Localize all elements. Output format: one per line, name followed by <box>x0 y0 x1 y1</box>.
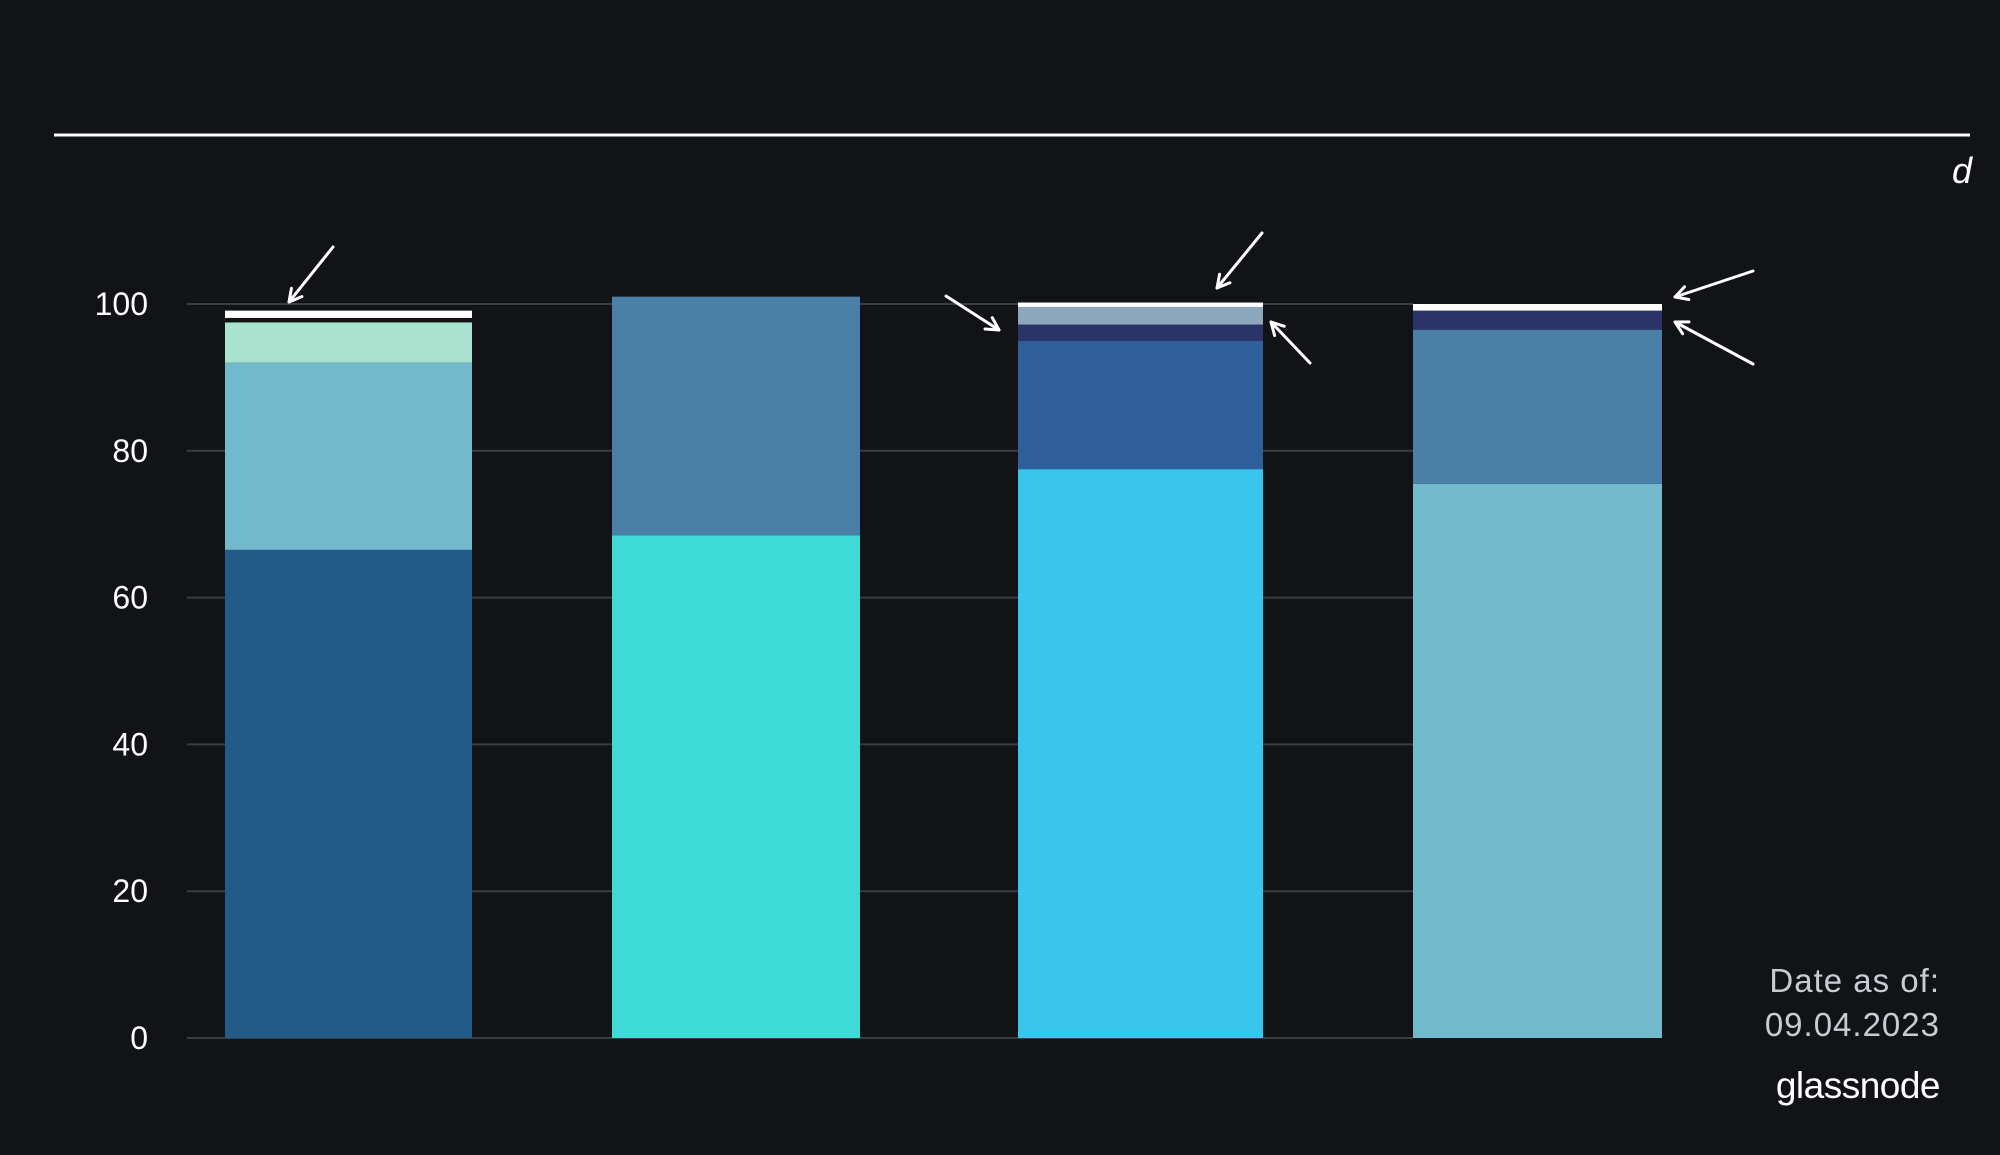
bar-segment <box>1018 302 1263 307</box>
annotation-arrow <box>1269 320 1312 365</box>
bar-segment <box>1018 340 1263 470</box>
y-tick-label: 40 <box>112 726 148 762</box>
bar-segment <box>225 317 472 323</box>
annotation-arrow <box>944 294 1001 332</box>
y-tick-label: 0 <box>130 1020 148 1056</box>
bar-segment <box>225 322 472 363</box>
annotation-arrow <box>1215 231 1264 290</box>
annotation-arrow <box>1673 269 1755 301</box>
bar-2 <box>612 296 860 1038</box>
bar-3 <box>1018 302 1263 1038</box>
bar-segment <box>1413 310 1662 330</box>
y-tick-label: 20 <box>112 873 148 909</box>
bar-4 <box>1413 304 1662 1039</box>
bar-segment <box>612 535 860 1038</box>
bar-segment <box>1018 306 1263 325</box>
bar-segment <box>612 296 860 536</box>
brand-logo: glassnode <box>1775 1065 1941 1106</box>
corner-label: d <box>1952 150 1973 191</box>
y-axis: 0 20 40 60 80 100 <box>95 286 148 1056</box>
bar-segment <box>1413 329 1662 484</box>
date-value: 09.04.2023 <box>1764 1006 1940 1043</box>
annotation-arrows <box>287 231 1755 366</box>
date-label: Date as of: <box>1769 962 1940 999</box>
y-tick-label: 100 <box>95 286 148 322</box>
annotation-arrow <box>287 245 335 304</box>
bars <box>225 296 1662 1039</box>
bar-segment <box>225 549 472 1038</box>
bar-segment <box>1413 483 1662 1039</box>
bar-1 <box>225 310 472 1038</box>
bar-segment <box>225 362 472 550</box>
y-tick-label: 60 <box>112 580 148 616</box>
bar-segment <box>225 310 472 318</box>
annotation-arrow <box>1673 320 1755 366</box>
bar-segment <box>1413 304 1662 311</box>
bar-segment <box>1018 469 1263 1038</box>
y-tick-label: 80 <box>112 433 148 469</box>
bar-segment <box>1018 324 1263 341</box>
